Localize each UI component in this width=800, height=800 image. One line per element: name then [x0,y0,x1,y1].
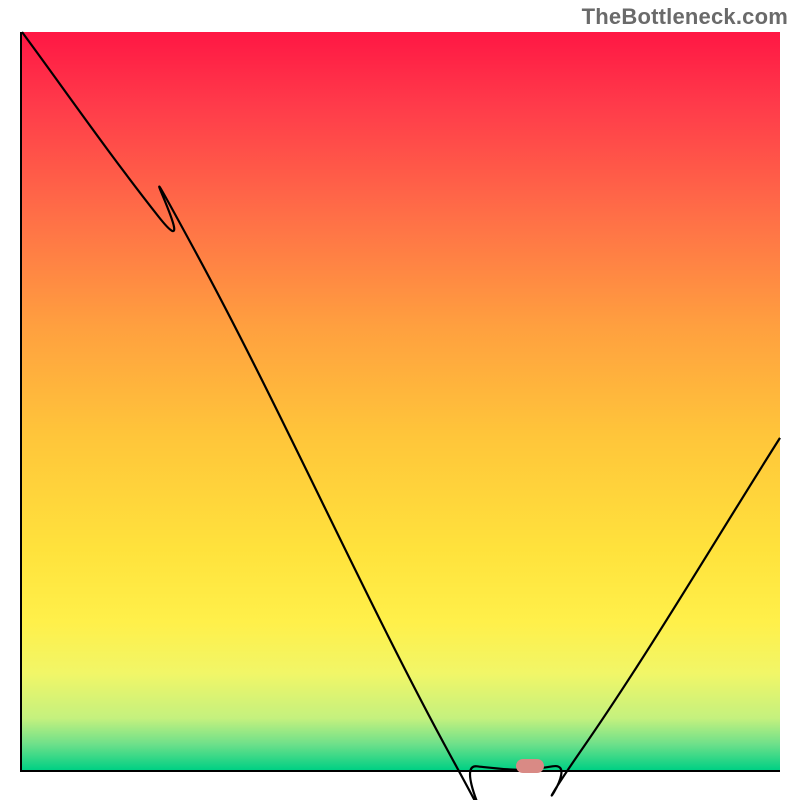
bottleneck-chart: TheBottleneck.com [0,0,800,800]
optimal-point-marker [516,759,544,773]
bottleneck-curve [22,32,780,800]
watermark-text: TheBottleneck.com [582,4,788,30]
curve-layer [22,32,780,770]
plot-area [20,32,780,772]
